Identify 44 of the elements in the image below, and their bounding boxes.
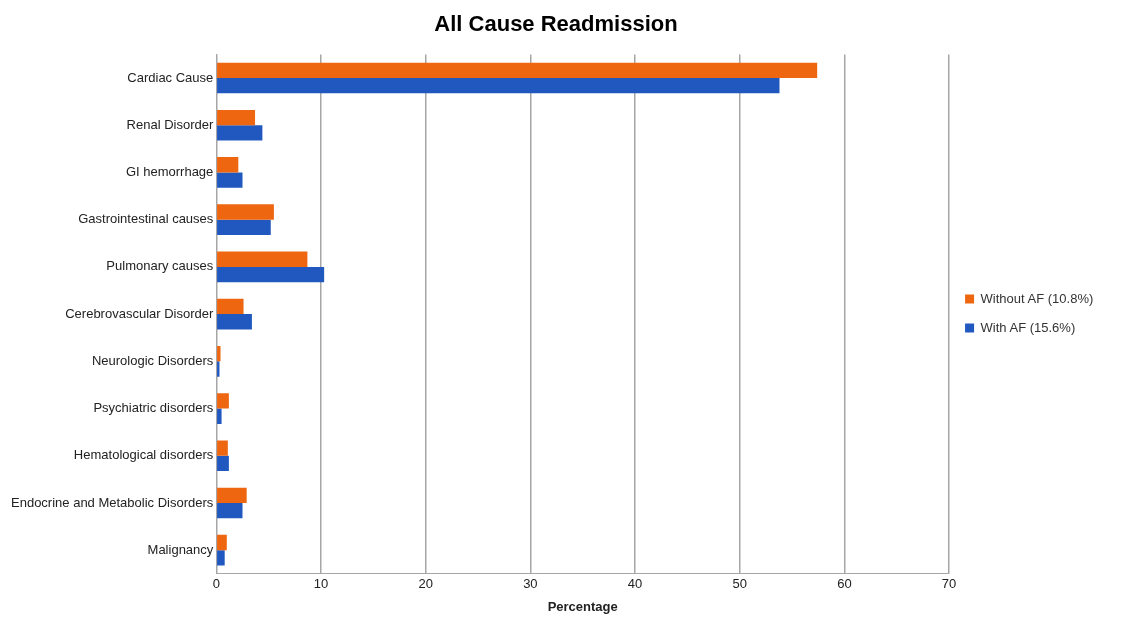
y-tick-label: Gastrointestinal causes (78, 211, 214, 227)
y-tick-label: Neurologic Disorders (91, 352, 214, 368)
bar (217, 266, 325, 283)
legend-label: With AF (15.6%) (980, 319, 1076, 335)
y-tick-label: Pulmonary causes (106, 258, 214, 274)
bar (217, 440, 228, 456)
x-tick-label: 60 (837, 576, 852, 592)
y-tick-label: Cerebrovascular Disorder (65, 305, 214, 321)
y-tick-label: Cardiac Cause (127, 69, 214, 85)
legend-label: Without AF (10.8%) (980, 290, 1094, 306)
bar (217, 125, 263, 141)
bar (217, 550, 225, 566)
x-tick-label: 20 (418, 576, 433, 592)
y-tick-label: Renal Disorder (126, 116, 214, 132)
bar (217, 172, 243, 188)
x-tick-label: 40 (627, 576, 643, 592)
bar (217, 314, 252, 330)
bar (217, 62, 818, 79)
x-axis-title: Percentage (547, 598, 618, 614)
y-tick-label: Psychiatric disorders (93, 400, 214, 416)
bar (217, 298, 244, 315)
bar (217, 534, 227, 551)
y-tick-label: GI hemorrhage (125, 164, 214, 180)
bar (217, 109, 256, 126)
chart-title: All Cause Readmission (434, 11, 678, 37)
bar (217, 393, 229, 409)
bar (217, 487, 247, 503)
bar (217, 251, 308, 267)
bar (217, 502, 243, 519)
bar (217, 219, 271, 236)
x-tick-label: 50 (732, 576, 747, 592)
x-tick-label: 0 (212, 576, 220, 592)
x-tick-label: 70 (941, 576, 957, 592)
bar (217, 455, 229, 472)
bar (217, 408, 222, 424)
x-tick-label: 10 (313, 576, 329, 592)
bar (217, 345, 221, 362)
bar (217, 78, 780, 94)
y-tick-label: Endocrine and Metabolic Disorders (11, 494, 214, 510)
bar (217, 157, 239, 173)
x-tick-label: 30 (523, 576, 538, 592)
y-tick-label: Hematological disorders (73, 447, 214, 463)
bar (217, 204, 274, 220)
y-tick-label: Malignancy (147, 541, 214, 557)
